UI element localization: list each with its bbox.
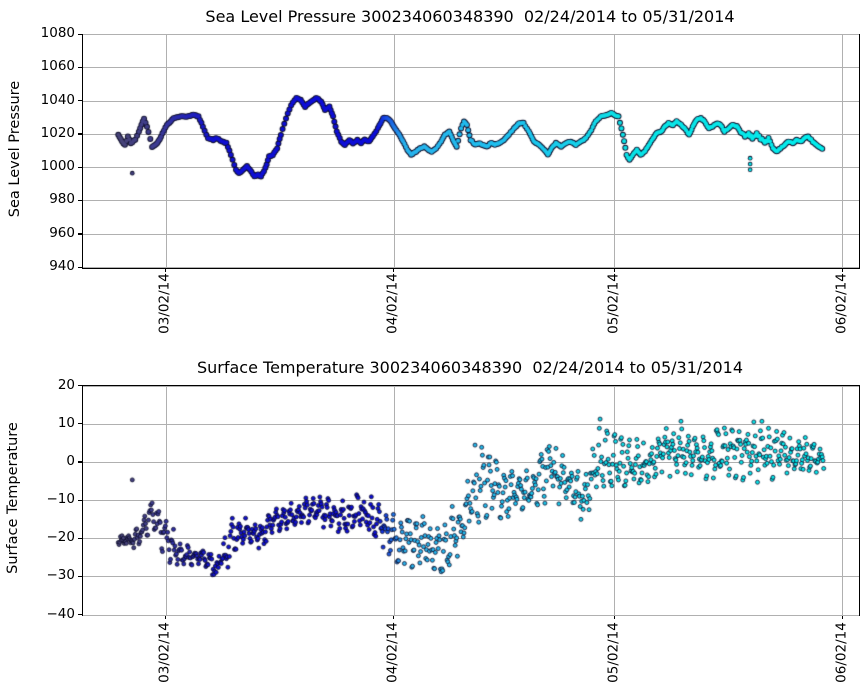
y-tick-label: 1060 (40, 58, 75, 75)
y-tick-label: 1080 (40, 25, 75, 41)
y-tick-label: 20 (57, 376, 75, 393)
x-tick-mark (165, 267, 167, 272)
y-tick-mark (77, 575, 82, 578)
y-tick-label: 1000 (40, 158, 75, 175)
y-tick-label: 940 (49, 258, 75, 274)
x-tick-mark (165, 615, 167, 620)
y-tick-label: 1040 (40, 91, 75, 108)
y-tick-label: −10 (46, 491, 76, 507)
x-tick-label: 06/02/14 (833, 272, 850, 334)
y-tick-mark (77, 266, 82, 268)
x-tick-label: 05/02/14 (605, 622, 622, 683)
y-tick-mark (77, 423, 82, 425)
y-tick-mark (77, 537, 82, 539)
y-tick-label: 0 (66, 452, 75, 469)
y-tick-mark (77, 199, 82, 202)
pressure-data-canvas (83, 34, 859, 268)
x-tick-mark (393, 267, 395, 272)
y-tick-mark (77, 233, 82, 235)
h-gridline (83, 614, 859, 616)
y-tick-label: 980 (49, 191, 75, 208)
y-tick-mark (77, 100, 82, 102)
y-tick-label: 1020 (40, 124, 75, 141)
x-tick-mark (841, 615, 844, 620)
x-tick-mark (613, 615, 616, 620)
y-tick-mark (77, 66, 82, 69)
y-tick-mark (77, 614, 82, 616)
x-tick-label: 04/02/14 (384, 272, 401, 334)
x-tick-label: 03/02/14 (156, 272, 173, 334)
temperature-data-canvas (83, 386, 859, 615)
y-tick-label: −40 (46, 605, 76, 622)
temperature-y-axis-label: Surface Temperature (5, 422, 21, 574)
y-tick-label: 10 (57, 414, 75, 431)
x-tick-label: 05/02/14 (605, 272, 622, 334)
x-tick-mark (613, 267, 616, 272)
x-tick-label: 03/02/14 (156, 622, 173, 683)
h-gridline (83, 267, 859, 268)
y-tick-mark (77, 461, 82, 463)
y-tick-mark (77, 499, 82, 501)
pressure-plot-area (82, 33, 860, 269)
y-tick-mark (77, 133, 82, 135)
y-tick-label: 960 (49, 224, 75, 241)
y-tick-mark (77, 385, 82, 387)
x-tick-mark (393, 615, 395, 620)
x-tick-label: 06/02/14 (833, 622, 850, 683)
x-tick-mark (841, 267, 844, 272)
x-tick-label: 04/02/14 (384, 622, 401, 683)
y-tick-mark (77, 166, 82, 168)
pressure-chart-title: Sea Level Pressure 300234060348390 02/24… (205, 7, 735, 26)
pressure-y-axis-label: Sea Level Pressure (7, 80, 23, 218)
y-tick-label: −20 (46, 529, 76, 546)
temperature-plot-area (82, 385, 860, 616)
y-tick-mark (77, 33, 82, 35)
temperature-chart-title: Surface Temperature 300234060348390 02/2… (196, 358, 743, 377)
y-tick-label: −30 (46, 567, 76, 584)
